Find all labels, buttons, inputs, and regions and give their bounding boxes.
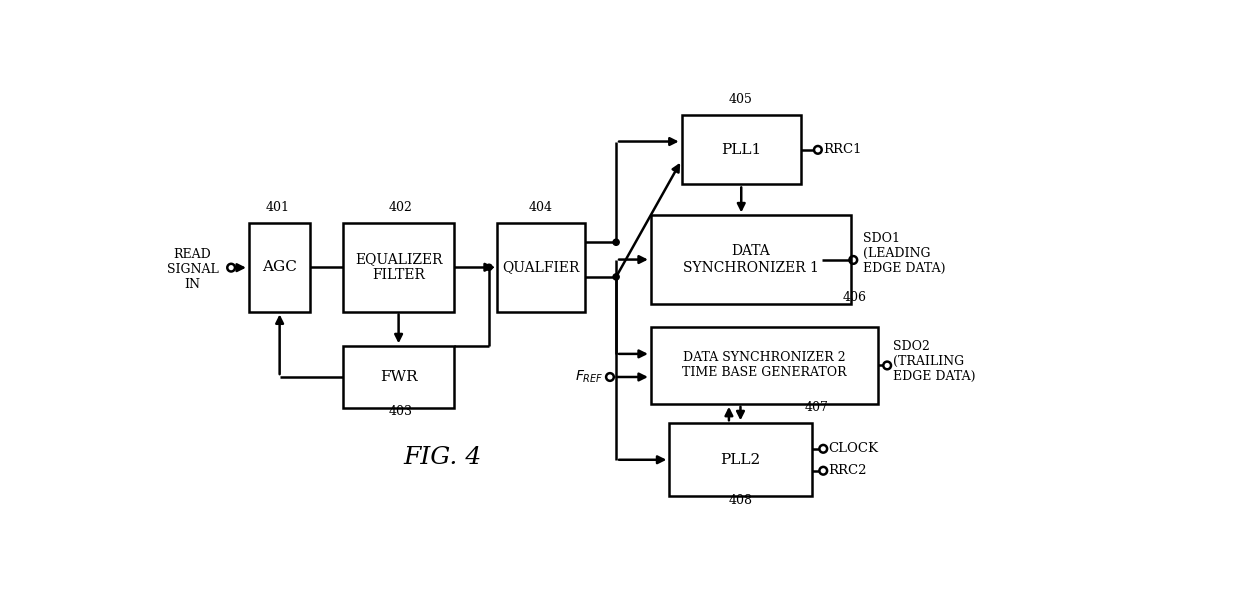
Text: 402: 402 [389, 201, 413, 214]
Bar [343, 346, 455, 408]
Text: RRC2: RRC2 [829, 464, 867, 477]
Text: RRC1: RRC1 [823, 143, 862, 157]
Text: FIG. 4: FIG. 4 [404, 446, 482, 469]
Bar [497, 223, 585, 311]
Text: SDO1
(LEADING
EDGE DATA): SDO1 (LEADING EDGE DATA) [862, 232, 945, 276]
Text: 408: 408 [729, 494, 753, 507]
Bar [681, 115, 800, 185]
Text: FWR: FWR [380, 370, 418, 384]
Text: 405: 405 [729, 93, 753, 106]
Text: PLL2: PLL2 [720, 453, 761, 467]
Text: PLL1: PLL1 [721, 143, 762, 157]
Text: CLOCK: CLOCK [829, 443, 878, 455]
Bar [650, 215, 851, 304]
Circle shape [613, 239, 620, 245]
Text: 404: 404 [529, 201, 553, 214]
Text: DATA
SYNCHRONIZER 1: DATA SYNCHRONIZER 1 [683, 245, 819, 274]
Text: DATA SYNCHRONIZER 2
TIME BASE GENERATOR: DATA SYNCHRONIZER 2 TIME BASE GENERATOR [681, 351, 846, 379]
Bar [343, 223, 455, 311]
Text: EQUALIZER
FILTER: EQUALIZER FILTER [354, 252, 442, 282]
Bar [650, 327, 878, 404]
Bar [249, 223, 311, 311]
Circle shape [613, 274, 620, 280]
Bar [669, 423, 812, 497]
Text: READ
SIGNAL
IN: READ SIGNAL IN [167, 248, 218, 291]
Text: QUALFIER: QUALFIER [502, 260, 580, 274]
Text: $F_{REF}$: $F_{REF}$ [575, 369, 603, 385]
Text: 407: 407 [804, 401, 828, 414]
Text: 401: 401 [266, 201, 290, 214]
Text: SDO2
(TRAILING
EDGE DATA): SDO2 (TRAILING EDGE DATA) [892, 340, 975, 383]
Text: 406: 406 [843, 291, 867, 304]
Text: 403: 403 [389, 405, 413, 418]
Text: AGC: AGC [263, 260, 297, 274]
Circle shape [486, 264, 492, 270]
